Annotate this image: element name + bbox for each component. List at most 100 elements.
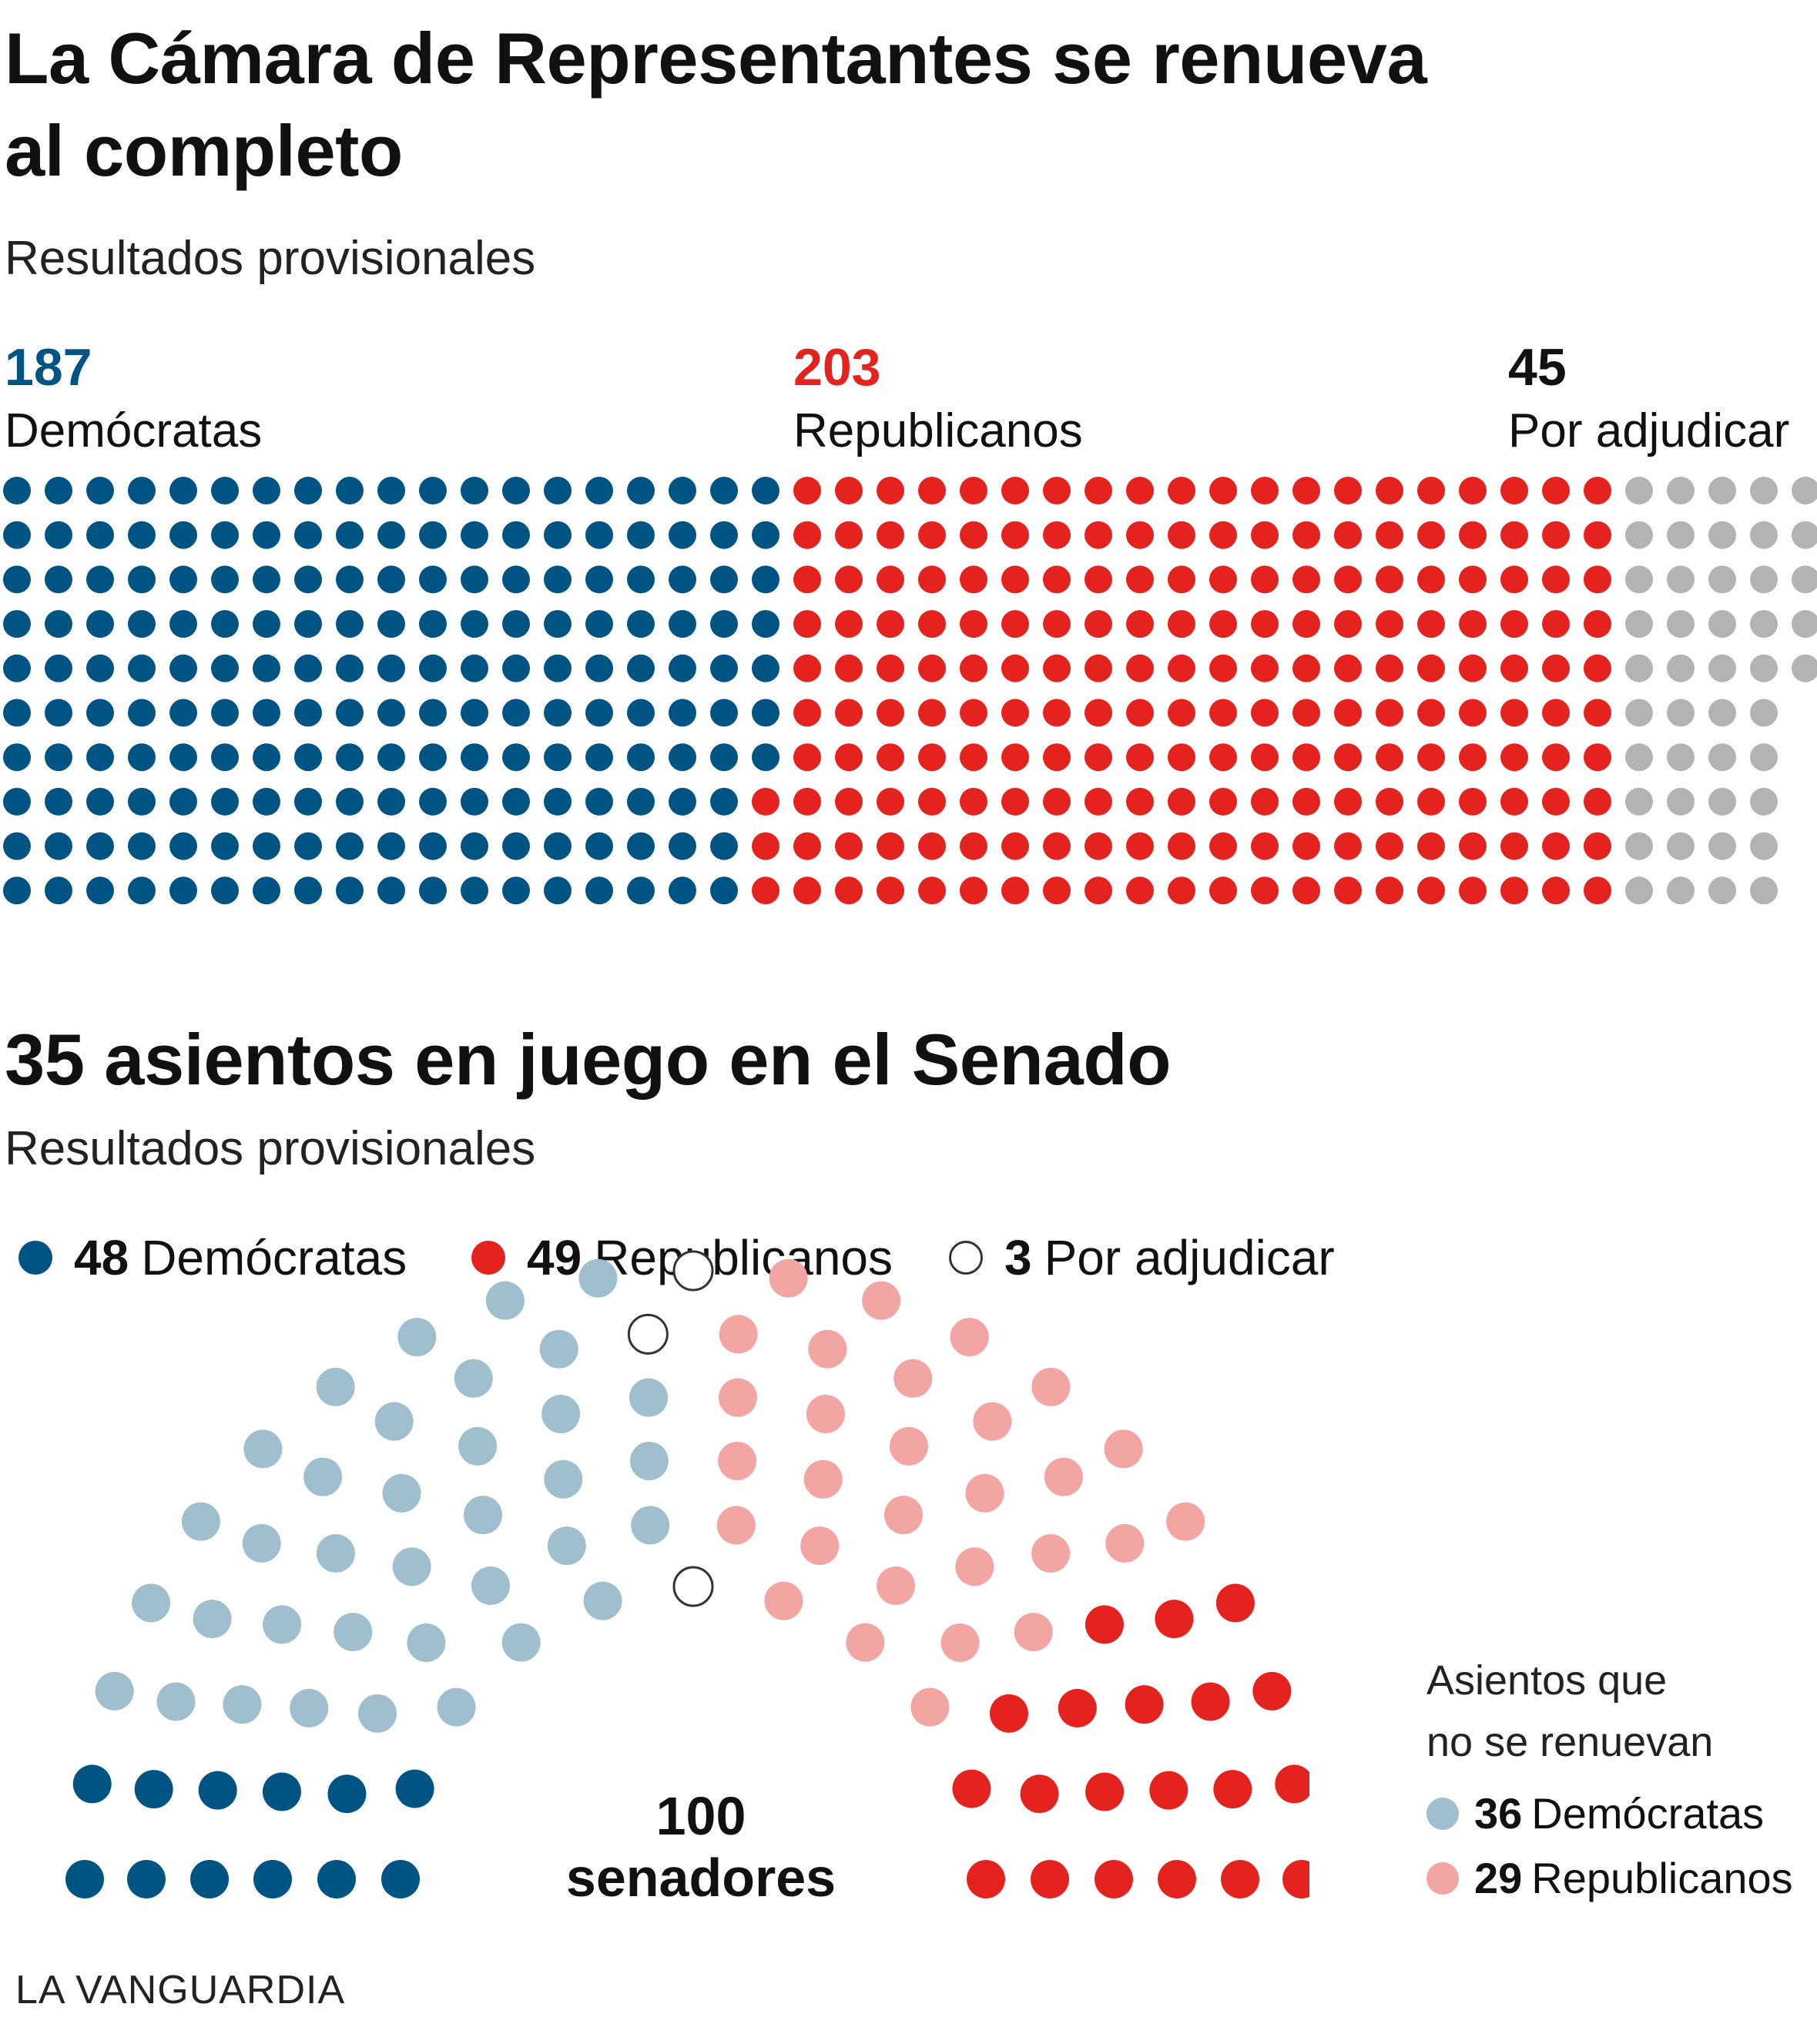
legend-rep-number: 49 [527,1230,582,1285]
house-seat-rep [1085,565,1112,594]
house-seat-rep [1292,565,1320,594]
house-seat-rep [1584,654,1611,682]
senate-seat-rep-in-play [1031,1860,1069,1898]
house-seat-rep [752,832,779,860]
house-seat-rep [1085,521,1112,549]
house-seat-pending [1708,521,1736,549]
house-seat-dem [710,787,738,816]
house-seat-rep [1126,699,1154,727]
house-seat-dem [627,743,655,772]
house-seat-rep [1376,521,1403,549]
senate-seat-dem-not-renewed [454,1359,493,1398]
house-seat-dem [502,565,530,594]
house-seat-dem [585,787,613,816]
house-seat-dem [294,832,322,860]
senate-seat-dem-in-play [317,1860,356,1898]
senate-seat-dem-not-renewed [132,1583,171,1623]
house-seat-dem [86,521,114,549]
house-seat-dem [419,832,447,860]
house-seat-rep [960,565,987,594]
house-seat-dem [45,610,72,638]
house-seat-rep [1584,743,1611,772]
house-seat-dem [710,565,738,594]
senate-seat-rep-not-renewed [1105,1523,1145,1563]
house-seat-pending [1625,565,1653,594]
house-seat-dem [669,477,696,504]
house-seat-rep [1459,876,1487,905]
house-seat-rep [793,832,821,860]
house-seat-pending [1750,787,1778,816]
house-seat-dem [253,654,280,682]
house-seat-dem [419,610,447,638]
house-seat-dem [377,787,405,816]
house-seat-rep [1085,876,1112,905]
house-seat-dem [294,699,322,727]
senate-legend-pending: 3 Por adjudicar [949,1229,1335,1286]
house-seat-rep [1292,743,1320,772]
senate-seat-rep-in-play [967,1860,1005,1898]
brand-logo: LA VANGUARDIA [15,1968,346,2012]
house-seat-pending [1750,699,1778,727]
house-seat-dem [377,743,405,772]
house-seat-dem [211,565,239,594]
house-seat-rep [1001,832,1029,860]
senate-legend-rep: 49 Republicanos [471,1229,893,1286]
house-seat-dem [461,477,488,504]
house-seat-rep [835,565,863,594]
senate-seat-dem-not-renewed [263,1605,302,1644]
house-seat-dem [377,565,405,594]
house-seat-pending [1667,654,1695,682]
house-seat-rep [1542,876,1570,905]
house-seat-dem [86,787,114,816]
house-seat-dem [710,477,738,504]
house-seat-dem [3,654,31,682]
house-seat-rep [1584,477,1611,504]
senate-seat-dem-not-renewed [242,1523,281,1563]
house-seat-dem [544,521,572,549]
not-renewed-rep-label: Republicanos [1531,1854,1793,1902]
house-seat-dem [294,876,322,905]
house-seat-dem [128,521,156,549]
house-seat-pending [1625,699,1653,727]
house-seat-rep [1500,832,1528,860]
house-seat-dem [585,743,613,772]
house-seat-rep [1209,787,1237,816]
house-seat-rep [835,699,863,727]
senate-seat-dem-in-play [253,1860,292,1898]
house-seat-dem [294,743,322,772]
house-seat-dem [211,654,239,682]
senate-seat-dem-in-play [381,1860,420,1898]
house-seat-rep [1001,521,1029,549]
house-seat-dem [211,477,239,504]
house-seat-dem [3,477,31,504]
house-seat-rep [1542,610,1570,638]
senate-seat-rep-not-renewed [889,1426,928,1466]
senate-seat-rep-not-renewed [1014,1613,1053,1652]
house-seat-rep [1085,787,1112,816]
house-seat-pending [1750,654,1778,682]
house-seat-dem [419,699,447,727]
senate-seat-dem-not-renewed [544,1459,583,1499]
house-seat-dem [336,832,364,860]
house-seat-dem [419,477,447,504]
house-seat-rep [1459,477,1487,504]
house-seat-pending [1708,876,1736,905]
house-seat-rep [1168,654,1195,682]
house-seat-pending [1667,787,1695,816]
house-seat-dem [710,876,738,905]
house-seat-pending [1625,610,1653,638]
house-seat-dem [461,654,488,682]
house-seat-rep [1209,654,1237,682]
house-seat-rep [1251,876,1279,905]
house-seat-rep [1334,654,1362,682]
house-seat-dem [669,521,696,549]
house-seat-rep [877,832,904,860]
house-seat-rep [960,654,987,682]
senate-seat-dem-not-renewed [303,1457,343,1496]
house-seat-dem [502,654,530,682]
house-seat-rep [1001,787,1029,816]
house-seat-rep [1043,477,1071,504]
senate-seat-dem-not-renewed [501,1623,541,1662]
senate-seat-dem-not-renewed [290,1688,329,1727]
house-seat-dem [544,654,572,682]
